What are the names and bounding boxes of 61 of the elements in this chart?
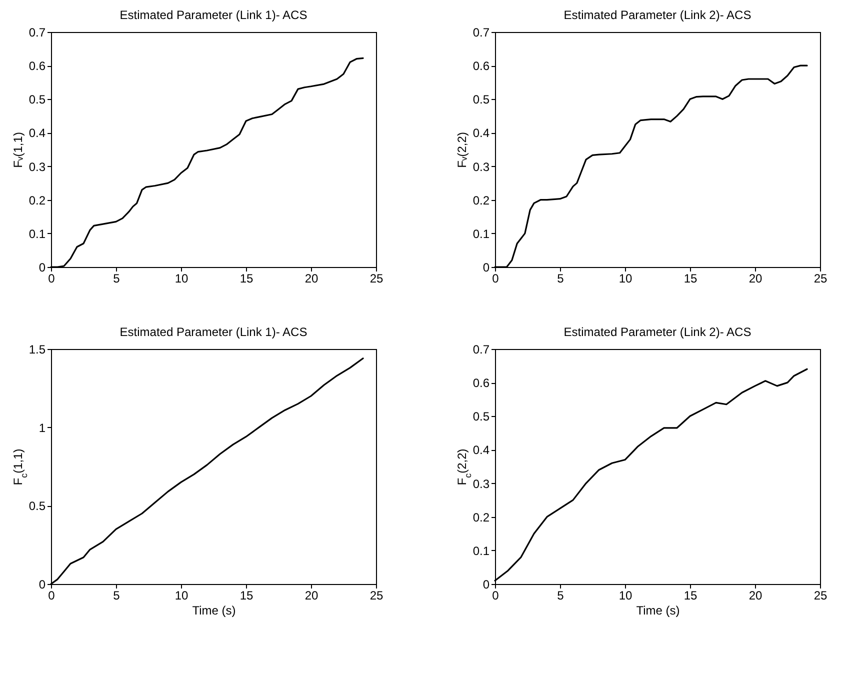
- x-tick-label: 0: [48, 272, 56, 286]
- y-tick-label: 0.1: [472, 226, 490, 241]
- y-tick-label: 1: [38, 420, 46, 435]
- x-tick-label: 25: [370, 588, 384, 602]
- x-tick-label: 15: [684, 272, 698, 286]
- x-tick-label: 25: [814, 272, 828, 286]
- y-tick-label: 0.7: [472, 26, 490, 40]
- y-tick-label: 0.5: [472, 410, 490, 424]
- y-tick-label: 0.3: [472, 160, 490, 174]
- x-tick-label: 20: [748, 588, 762, 602]
- y-tick-label: 0.2: [472, 193, 490, 208]
- y-axis-title: Fᵥ(1,1): [10, 132, 25, 168]
- x-tick-label: 10: [174, 272, 188, 286]
- x-tick-label: 5: [557, 272, 564, 286]
- chart-title: Estimated Parameter (Link 1)- ACS: [120, 8, 308, 22]
- y-tick-label: 0.7: [472, 342, 490, 356]
- y-tick-label: 0.3: [472, 476, 490, 491]
- y-tick-label: 0.2: [472, 510, 490, 524]
- chart-title: Estimated Parameter (Link 2)- ACS: [564, 325, 752, 339]
- y-tick-label: 0.4: [28, 126, 46, 140]
- y-tick-label: 0.5: [472, 92, 490, 107]
- y-tick-label: 0.6: [472, 59, 490, 74]
- y-axis-title: Fᵥ(2,2): [454, 132, 469, 168]
- x-tick-label: 15: [240, 272, 254, 286]
- x-tick-label: 20: [304, 588, 318, 602]
- x-tick-label: 10: [618, 272, 632, 286]
- x-tick-label: 20: [748, 272, 762, 286]
- x-axis-title: Time (s): [636, 604, 680, 618]
- y-tick-label: 0.3: [28, 160, 46, 174]
- x-tick-label: 15: [240, 588, 254, 602]
- y-tick-label: 0.4: [472, 126, 490, 140]
- x-tick-label: 15: [684, 588, 698, 602]
- x-tick-label: 20: [304, 272, 318, 286]
- y-tick-label: 0: [482, 260, 490, 274]
- x-axis-title: Time (s): [192, 604, 236, 618]
- line-series: [494, 368, 808, 582]
- x-tick-label: 0: [492, 588, 500, 602]
- y-tick-label: 0.6: [472, 376, 490, 390]
- y-tick-label: 0.5: [28, 499, 46, 514]
- x-tick-label: 0: [492, 272, 500, 286]
- y-tick-label: 0: [482, 578, 490, 592]
- y-tick-label: 0.5: [28, 92, 46, 107]
- x-tick-label: 5: [113, 272, 120, 286]
- y-tick-label: 0.7: [28, 26, 46, 40]
- y-tick-label: 0.2: [28, 193, 46, 208]
- x-tick-label: 10: [174, 588, 188, 602]
- x-tick-label: 10: [618, 588, 632, 602]
- chart-title: Estimated Parameter (Link 1)- ACS: [120, 325, 308, 339]
- x-tick-label: 0: [48, 588, 56, 602]
- x-tick-label: 5: [113, 588, 120, 602]
- y-tick-label: 0: [38, 260, 46, 274]
- x-tick-label: 25: [370, 272, 384, 286]
- y-tick-label: 0.1: [472, 544, 490, 558]
- y-tick-label: 0.4: [472, 443, 490, 458]
- y-tick-label: 1.5: [28, 342, 46, 356]
- y-tick-label: 0.1: [28, 226, 46, 241]
- y-tick-label: 0: [38, 578, 46, 592]
- chart-title: Estimated Parameter (Link 2)- ACS: [564, 8, 752, 22]
- y-tick-label: 0.6: [28, 59, 46, 74]
- x-tick-label: 5: [557, 588, 564, 602]
- x-tick-label: 25: [814, 588, 828, 602]
